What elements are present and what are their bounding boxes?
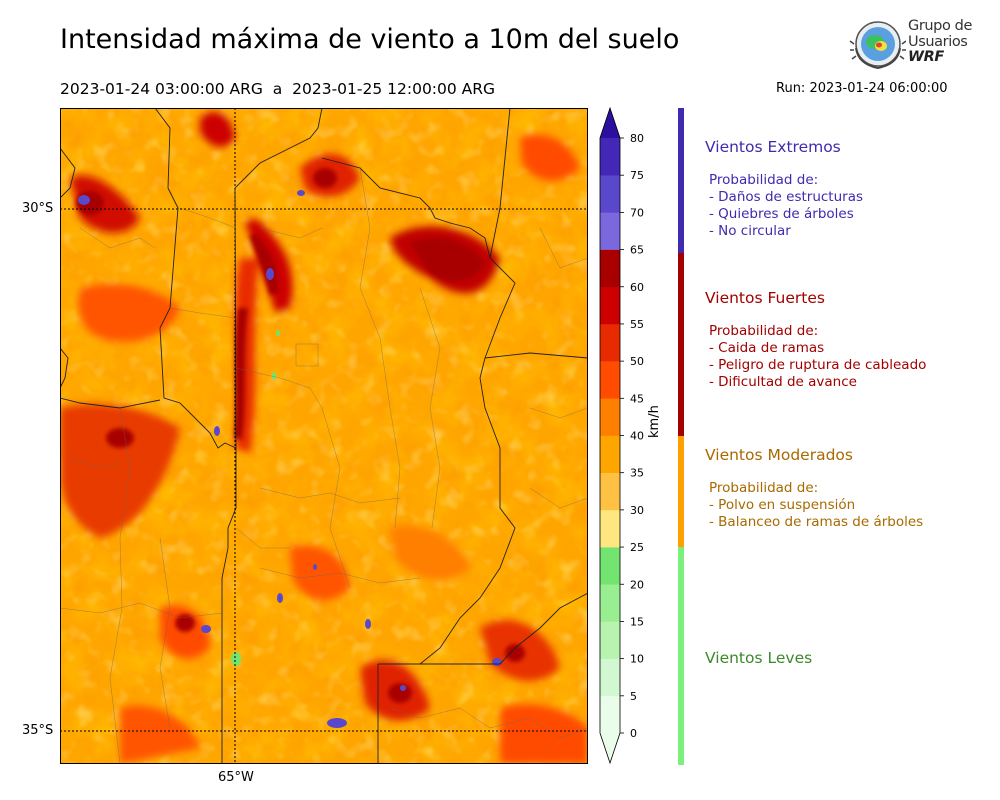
risk-item: - Peligro de ruptura de cableado bbox=[709, 357, 927, 373]
colorbar-tick-label: 0 bbox=[630, 727, 637, 740]
colorbar-tick-label: 75 bbox=[630, 169, 644, 182]
map-frame bbox=[60, 108, 588, 764]
colorbar-tick-label: 25 bbox=[630, 541, 644, 554]
logo-line-2: Usuarios bbox=[908, 33, 968, 50]
colorbar-segment bbox=[600, 398, 620, 436]
colorbar-segment bbox=[600, 435, 620, 473]
colorbar-segment bbox=[600, 547, 620, 585]
colorbar-tick-label: 55 bbox=[630, 318, 644, 331]
colorbar-segment bbox=[600, 323, 620, 362]
chart-title: Intensidad máxima de viento a 10m del su… bbox=[60, 24, 680, 55]
colorbar-segment bbox=[600, 138, 620, 176]
colorbar-segment bbox=[600, 509, 620, 548]
colorbar-segment bbox=[600, 361, 620, 399]
latitude-label-30s: 30°S bbox=[22, 201, 54, 216]
colorbar-segment bbox=[600, 212, 620, 250]
colorbar-segment bbox=[600, 621, 620, 659]
colorbar-tick-label: 40 bbox=[630, 430, 644, 443]
colorbar-tick-label: 50 bbox=[630, 355, 644, 368]
colorbar-tick-label: 80 bbox=[630, 132, 644, 145]
extreme-wind-cores bbox=[78, 190, 502, 728]
province-borders bbox=[60, 108, 588, 764]
run-time: Run: 2023-01-24 06:00:00 bbox=[776, 81, 948, 96]
graticule bbox=[60, 108, 588, 764]
colorbar-segment bbox=[600, 472, 620, 511]
colorbar-segment bbox=[600, 249, 620, 288]
logo-line-1: Grupo de bbox=[908, 18, 972, 34]
colorbar-segment bbox=[600, 584, 620, 622]
light-wind-areas bbox=[231, 330, 280, 666]
moderate-winds-description: Probabilidad de: - Polvo en suspensión -… bbox=[709, 480, 923, 531]
risk-item: - Balanceo de ramas de árboles bbox=[709, 514, 924, 530]
risk-item: - Caida de ramas bbox=[709, 340, 825, 356]
longitude-label-65w: 65°W bbox=[218, 770, 254, 785]
strong-winds-description: Probabilidad de: - Caida de ramas - Peli… bbox=[709, 323, 926, 391]
colorbar-tick-label: 20 bbox=[630, 578, 644, 591]
probability-label: Probabilidad de: bbox=[709, 323, 819, 339]
grupo-usuarios-wrf-logo: Grupo de Usuarios WRF bbox=[848, 18, 978, 74]
moderate-winds-bar bbox=[678, 436, 684, 547]
risk-item: - No circular bbox=[709, 223, 791, 239]
colorbar-segment bbox=[600, 286, 620, 325]
globe-logo-icon bbox=[849, 21, 907, 70]
strong-winds-title: Vientos Fuertes bbox=[705, 289, 825, 307]
colorbar-tick-label: 60 bbox=[630, 281, 644, 294]
colorbar-tick-label: 10 bbox=[630, 653, 644, 666]
colorbar-segment bbox=[600, 695, 620, 734]
colorbar-tick-label: 30 bbox=[630, 504, 644, 517]
colorbar: 0 5 10 15 20 25 30 35 40 45 50 55 60 65 70 75 80 bbox=[599, 106, 644, 765]
risk-item: - Daños de estructuras bbox=[709, 189, 864, 205]
light-winds-bar bbox=[678, 547, 684, 765]
colorbar-tick-label: 70 bbox=[630, 206, 644, 219]
colorbar-tick-label: 5 bbox=[630, 690, 637, 703]
latitude-label-35s: 35°S bbox=[22, 723, 54, 738]
colorbar-tick-label: 45 bbox=[630, 392, 644, 405]
colorbar-segment bbox=[600, 175, 620, 213]
light-winds-title: Vientos Leves bbox=[705, 649, 813, 667]
forecast-period: 2023-01-24 03:00:00 ARG a 2023-01-25 12:… bbox=[60, 80, 496, 98]
colorbar-tick-label: 65 bbox=[630, 244, 644, 257]
probability-label: Probabilidad de: bbox=[709, 172, 819, 188]
logo-line-3: WRF bbox=[908, 49, 944, 65]
colorbar-extend-bottom bbox=[600, 733, 620, 763]
risk-item: - Polvo en suspensión bbox=[709, 497, 856, 513]
extreme-winds-bar bbox=[678, 108, 684, 253]
colorbar-tick-label: 35 bbox=[630, 467, 644, 480]
extreme-winds-title: Vientos Extremos bbox=[705, 138, 841, 156]
probability-label: Probabilidad de: bbox=[709, 480, 819, 496]
colorbar-tick-label: 15 bbox=[630, 615, 644, 628]
colorbar-segment bbox=[600, 658, 620, 697]
moderate-winds-title: Vientos Moderados bbox=[705, 446, 853, 464]
wind-intensity-map bbox=[60, 108, 588, 764]
extreme-winds-description: Probabilidad de: - Daños de estructuras … bbox=[709, 172, 863, 240]
strong-winds-bar bbox=[678, 253, 684, 436]
risk-item: - Dificultad de avance bbox=[709, 374, 857, 390]
department-borders bbox=[60, 167, 588, 764]
colorbar-extend-top bbox=[600, 108, 620, 138]
colorbar-unit-label: km/h bbox=[647, 405, 662, 438]
risk-item: - Quiebres de árboles bbox=[709, 206, 854, 222]
